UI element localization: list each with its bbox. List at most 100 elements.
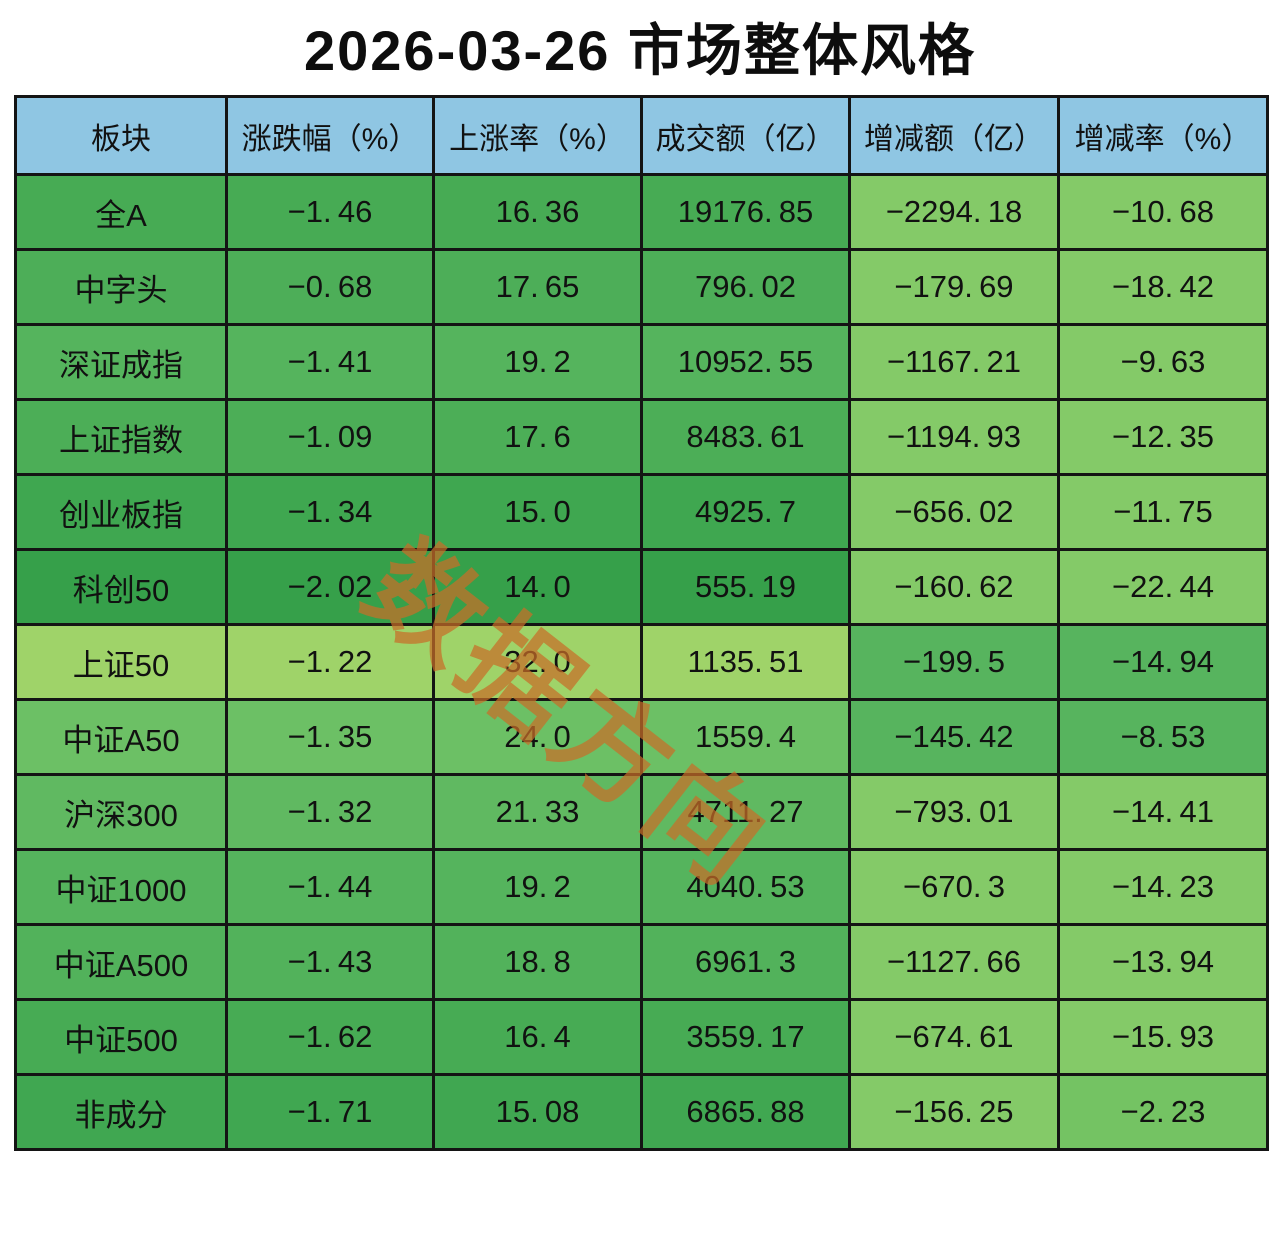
value-cell: −793. 01 xyxy=(848,773,1060,851)
row-label-cell: 深证成指 xyxy=(14,323,228,401)
row-label-cell: 上证指数 xyxy=(14,398,228,476)
value-cell: −9. 63 xyxy=(1057,323,1269,401)
value-cell: −1. 44 xyxy=(225,848,435,926)
table-row: 非成分 −1. 71 15. 08 6865. 88 −156. 25 −2. 23 xyxy=(14,1073,1269,1151)
value-cell: 796. 02 xyxy=(640,248,851,326)
value-cell: 19. 2 xyxy=(432,848,643,926)
value-cell: −0. 68 xyxy=(225,248,435,326)
row-label-cell: 中证A50 xyxy=(14,698,228,776)
value-cell: −18. 42 xyxy=(1057,248,1269,326)
table-row: 深证成指 −1. 41 19. 2 10952. 55 −1167. 21 −9. 63 xyxy=(14,323,1269,401)
value-cell: 16. 4 xyxy=(432,998,643,1076)
value-cell: −1194. 93 xyxy=(848,398,1060,476)
value-cell: −670. 3 xyxy=(848,848,1060,926)
value-cell: −199. 5 xyxy=(848,623,1060,701)
value-cell: −179. 69 xyxy=(848,248,1060,326)
value-cell: 17. 6 xyxy=(432,398,643,476)
value-cell: −145. 42 xyxy=(848,698,1060,776)
row-label-cell: 上证50 xyxy=(14,623,228,701)
value-cell: −8. 53 xyxy=(1057,698,1269,776)
value-cell: −1. 09 xyxy=(225,398,435,476)
value-cell: 14. 0 xyxy=(432,548,643,626)
value-cell: −13. 94 xyxy=(1057,923,1269,1001)
value-cell: −160. 62 xyxy=(848,548,1060,626)
table-row: 科创50 −2. 02 14. 0 555. 19 −160. 62 −22. 44 xyxy=(14,548,1269,626)
table-row: 全A −1. 46 16. 36 19176. 85 −2294. 18 −10. 68 xyxy=(14,173,1269,251)
row-label-cell: 全A xyxy=(14,173,228,251)
header-row: 板块 涨跌幅（%） 上涨率（%） 成交额（亿） 增减额（亿） 增减率（%） xyxy=(14,95,1269,176)
value-cell: 4711. 27 xyxy=(640,773,851,851)
value-cell: −1. 34 xyxy=(225,473,435,551)
value-cell: 4040. 53 xyxy=(640,848,851,926)
row-label-cell: 创业板指 xyxy=(14,473,228,551)
row-label-cell: 中证1000 xyxy=(14,848,228,926)
table-row: 中证A50 −1. 35 24. 0 1559. 4 −145. 42 −8. 53 xyxy=(14,698,1269,776)
row-label-cell: 非成分 xyxy=(14,1073,228,1151)
value-cell: 17. 65 xyxy=(432,248,643,326)
value-cell: −2. 23 xyxy=(1057,1073,1269,1151)
value-cell: 10952. 55 xyxy=(640,323,851,401)
row-label-cell: 中字头 xyxy=(14,248,228,326)
value-cell: 18. 8 xyxy=(432,923,643,1001)
row-label-cell: 沪深300 xyxy=(14,773,228,851)
value-cell: 4925. 7 xyxy=(640,473,851,551)
value-cell: −1167. 21 xyxy=(848,323,1060,401)
value-cell: −14. 41 xyxy=(1057,773,1269,851)
value-cell: −1. 22 xyxy=(225,623,435,701)
column-header: 涨跌幅（%） xyxy=(225,95,435,176)
row-label-cell: 中证A500 xyxy=(14,923,228,1001)
column-header: 增减额（亿） xyxy=(848,95,1060,176)
value-cell: 3559. 17 xyxy=(640,998,851,1076)
value-cell: −11. 75 xyxy=(1057,473,1269,551)
value-cell: 16. 36 xyxy=(432,173,643,251)
value-cell: 15. 0 xyxy=(432,473,643,551)
column-header: 增减率（%） xyxy=(1057,95,1269,176)
table-row: 创业板指 −1. 34 15. 0 4925. 7 −656. 02 −11. 75 xyxy=(14,473,1269,551)
column-header: 上涨率（%） xyxy=(432,95,643,176)
value-cell: −2294. 18 xyxy=(848,173,1060,251)
value-cell: −156. 25 xyxy=(848,1073,1060,1151)
column-header: 板块 xyxy=(14,95,228,176)
value-cell: 6865. 88 xyxy=(640,1073,851,1151)
value-cell: −1. 41 xyxy=(225,323,435,401)
value-cell: −656. 02 xyxy=(848,473,1060,551)
page-title: 2026-03-26 市场整体风格 xyxy=(303,19,976,82)
table-row: 沪深300 −1. 32 21. 33 4711. 27 −793. 01 −14. 41 xyxy=(14,773,1269,851)
value-cell: −1127. 66 xyxy=(848,923,1060,1001)
value-cell: −14. 23 xyxy=(1057,848,1269,926)
value-cell: −674. 61 xyxy=(848,998,1060,1076)
value-cell: −14. 94 xyxy=(1057,623,1269,701)
table-body: 全A −1. 46 16. 36 19176. 85 −2294. 18 −10. 68 中… xyxy=(14,173,1269,1151)
value-cell: −1. 32 xyxy=(225,773,435,851)
value-cell: 15. 08 xyxy=(432,1073,643,1151)
market-style-table: 板块 涨跌幅（%） 上涨率（%） 成交额（亿） 增减额（亿） 增减率（%） 全A −1. 4… xyxy=(14,95,1269,1151)
value-cell: 19. 2 xyxy=(432,323,643,401)
value-cell: 21. 33 xyxy=(432,773,643,851)
table-row: 上证指数 −1. 09 17. 6 8483. 61 −1194. 93 −12. 35 xyxy=(14,398,1269,476)
row-label-cell: 中证500 xyxy=(14,998,228,1076)
value-cell: 24. 0 xyxy=(432,698,643,776)
value-cell: 19176. 85 xyxy=(640,173,851,251)
value-cell: −2. 02 xyxy=(225,548,435,626)
table-row: 上证50 −1. 22 32. 0 1135. 51 −199. 5 −14. 94 xyxy=(14,623,1269,701)
value-cell: 1135. 51 xyxy=(640,623,851,701)
value-cell: −1. 71 xyxy=(225,1073,435,1151)
value-cell: −12. 35 xyxy=(1057,398,1269,476)
value-cell: 555. 19 xyxy=(640,548,851,626)
value-cell: −10. 68 xyxy=(1057,173,1269,251)
value-cell: −15. 93 xyxy=(1057,998,1269,1076)
value-cell: 1559. 4 xyxy=(640,698,851,776)
value-cell: 8483. 61 xyxy=(640,398,851,476)
value-cell: −1. 43 xyxy=(225,923,435,1001)
table-row: 中证500 −1. 62 16. 4 3559. 17 −674. 61 −15. 93 xyxy=(14,998,1269,1076)
table-row: 中证A500 −1. 43 18. 8 6961. 3 −1127. 66 −13. 94 xyxy=(14,923,1269,1001)
column-header: 成交额（亿） xyxy=(640,95,851,176)
table-row: 中字头 −0. 68 17. 65 796. 02 −179. 69 −18. 42 xyxy=(14,248,1269,326)
value-cell: 6961. 3 xyxy=(640,923,851,1001)
row-label-cell: 科创50 xyxy=(14,548,228,626)
table-row: 中证1000 −1. 44 19. 2 4040. 53 −670. 3 −14. 23 xyxy=(14,848,1269,926)
value-cell: −1. 35 xyxy=(225,698,435,776)
value-cell: −22. 44 xyxy=(1057,548,1269,626)
value-cell: −1. 62 xyxy=(225,998,435,1076)
value-cell: −1. 46 xyxy=(225,173,435,251)
